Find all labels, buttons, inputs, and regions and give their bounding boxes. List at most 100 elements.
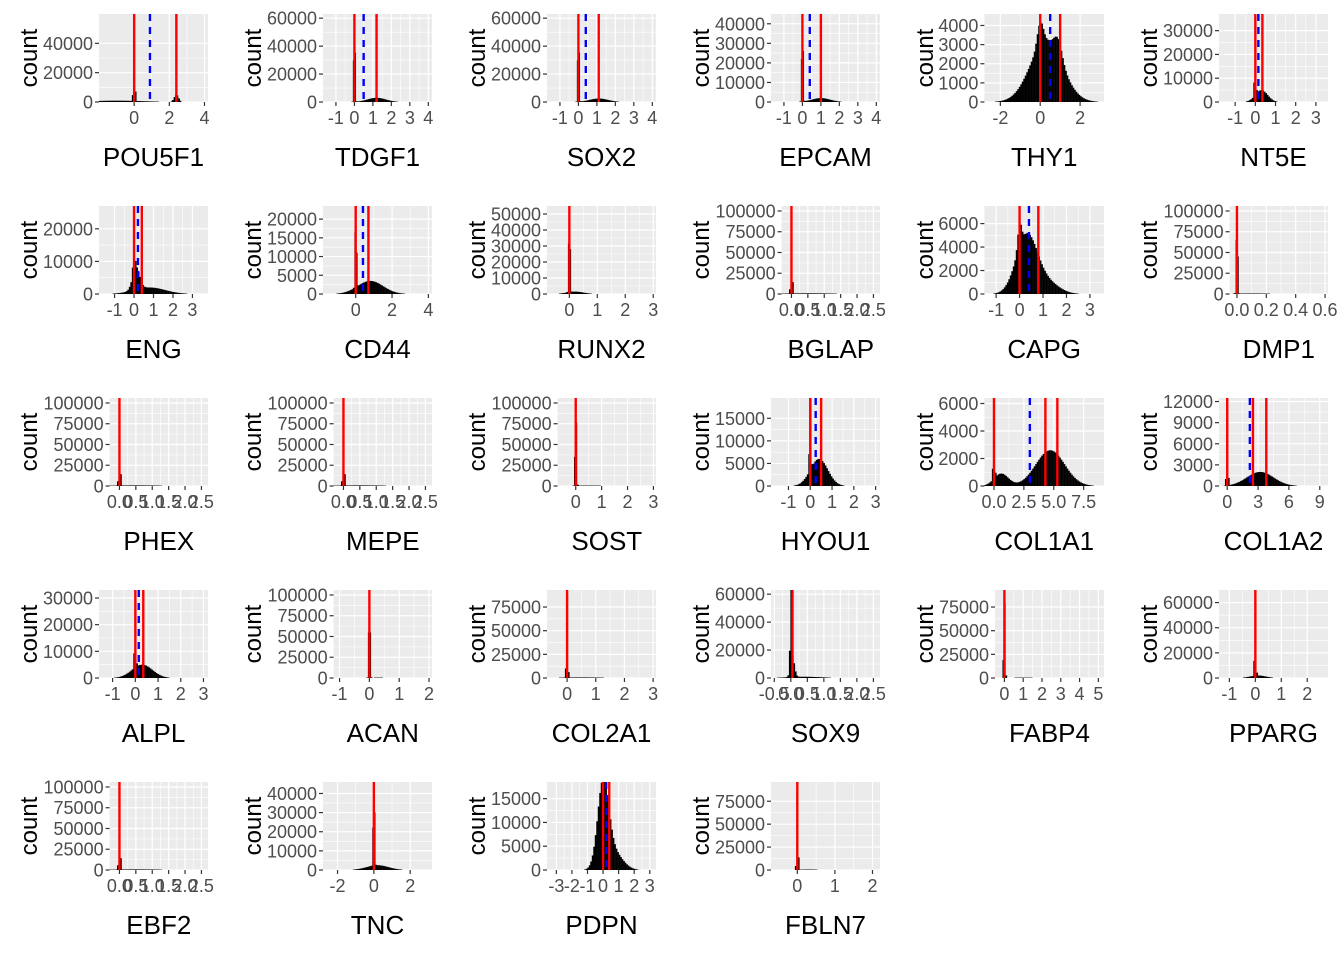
histogram-bar [821,461,824,486]
histogram-bar [612,101,615,102]
histogram-bar [124,100,127,102]
histogram-bar [103,100,106,102]
histogram-bar [1086,99,1088,102]
histogram-bar [994,293,997,294]
histogram-bar [140,664,143,678]
plot-background [333,398,432,486]
y-tick-label: 0 [1203,93,1213,113]
histogram-bar [341,481,343,486]
histogram-bar [1000,473,1003,486]
histogram-panel-alpl: 0 10000 20000 30000 -1 0 1 2 3 count ALPL [0,576,224,768]
plot-background [333,590,432,678]
histogram-bar [606,795,609,870]
histogram-bar [603,782,606,870]
y-tick-label: 20000 [267,822,317,842]
histogram-bar [363,867,366,870]
histogram-bar [373,97,376,102]
histogram-bar [366,485,369,486]
histogram-bar [385,866,388,870]
histogram-bar [337,293,340,294]
histogram-bar [154,287,156,294]
histogram-bar [588,99,591,102]
histogram-bar [143,485,146,486]
x-tick-label: 2 [387,300,397,320]
x-tick-label: 0.5 [123,876,148,896]
y-tick-label: 0 [83,93,93,113]
histogram-bar [1071,85,1073,102]
histogram-bar [588,865,591,870]
histogram-bar [381,98,383,102]
histogram-bar [614,101,616,102]
histogram-bar [1087,484,1090,486]
histogram-bar [1015,250,1018,294]
histogram-bar [133,485,136,486]
histogram-bar [1027,474,1030,486]
gene-label: CAPG [1007,334,1082,364]
plot-background [109,398,208,486]
histogram-bar [803,100,806,102]
histogram-bar [393,291,395,294]
histogram-bar [369,98,371,102]
histogram-bar [590,861,592,870]
y-axis-title: count [16,28,43,87]
histogram-bar [1066,468,1069,486]
histogram-bar [160,675,162,678]
histogram-bar [1060,50,1063,102]
x-tick-label: 1 [1018,684,1028,704]
histogram-bar [1062,461,1064,486]
histogram-bar [101,100,104,102]
y-tick-label: 4000 [938,16,978,36]
histogram-bar [579,101,582,102]
histogram-bar [585,100,588,102]
histogram-bar [346,291,349,294]
y-tick-label: 75000 [491,598,541,618]
x-tick-label: 2 [168,300,178,320]
histogram-bar [823,677,825,678]
histogram-bar [118,293,121,294]
histogram-bar [615,848,618,870]
y-tick-label: 10000 [267,247,317,267]
histogram-bar [361,485,364,486]
plot-background [995,590,1104,678]
gene-label: FABP4 [1009,718,1090,748]
histogram-bar [370,280,373,294]
histogram-bar [122,675,125,678]
histogram-bar [1005,675,1008,678]
histogram-bar [1041,23,1043,103]
y-tick-label: 20000 [267,65,317,85]
histogram-bar [110,100,113,102]
y-tick-label: 0 [1203,669,1213,689]
plot-background [1219,14,1328,102]
histogram-panel-eng: 0 10000 20000 -1 0 1 2 3 count ENG [0,192,224,384]
histogram-bar [119,100,122,102]
histogram-panel-bglap: 0 25000 50000 75000 100000 0.0 0.5 1.0 1.5 2.0 2.5… [672,192,896,384]
histogram-bar [115,293,118,294]
histogram-bar [1030,470,1033,486]
plot-background [1229,206,1328,294]
histogram-bar [800,676,803,678]
histogram-bar [593,98,595,102]
x-tick-label: 0.5 [347,492,372,512]
histogram-bar [1048,450,1051,486]
histogram-bar [1006,282,1009,294]
histogram-bar [1236,482,1239,486]
histogram-bar [988,482,991,486]
histogram-bar [1266,94,1269,102]
histogram-bar [838,484,840,486]
histogram-panel-thy1: 0 1000 2000 3000 4000 -2 0 2 count THY1 [896,0,1120,192]
histogram-bar [358,101,361,102]
histogram-bar [820,677,822,678]
histogram-bar [145,485,148,486]
histogram-bar [1289,484,1291,486]
histogram-bar [806,474,809,486]
histogram-bar [163,289,165,294]
histogram-bar [387,289,389,294]
y-tick-label: 2000 [938,449,978,469]
histogram-bar [1062,58,1064,102]
y-tick-label: 40000 [267,37,317,57]
histogram-bar [155,673,158,678]
histogram-bar [367,99,370,102]
histogram-svg: 0 25000 50000 75000 0 1 2 count [688,782,880,896]
